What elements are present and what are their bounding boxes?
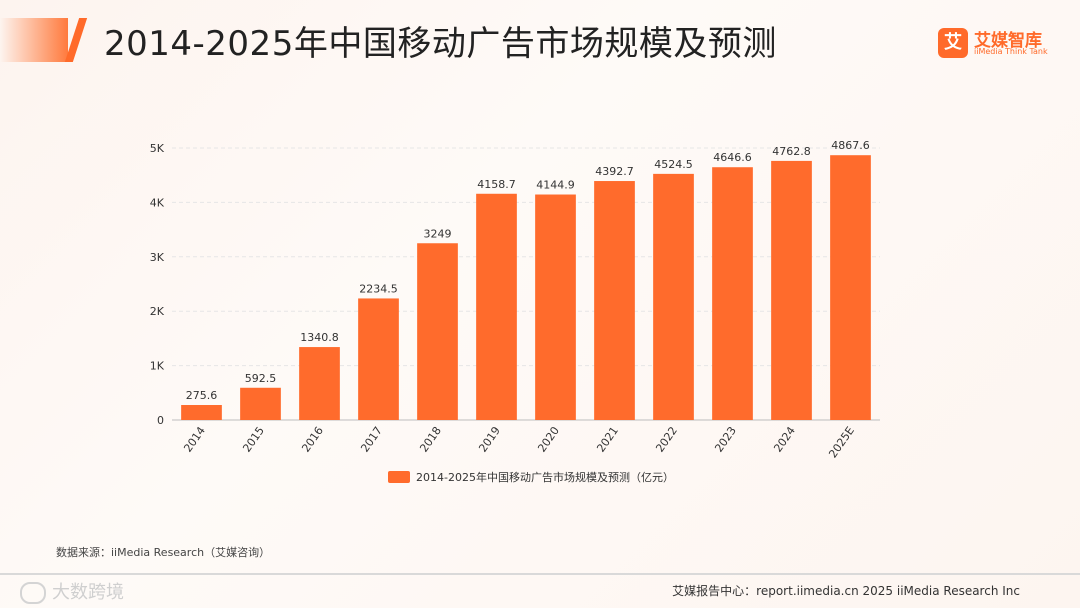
x-tick-label: 2024 bbox=[771, 424, 798, 454]
bar bbox=[299, 347, 340, 420]
logo-icon: 艾 bbox=[938, 28, 968, 58]
watermark-icon bbox=[20, 582, 46, 604]
footer-divider bbox=[0, 573, 1080, 575]
y-tick-label: 0 bbox=[157, 414, 164, 427]
data-label: 4646.6 bbox=[713, 151, 752, 164]
data-label: 1340.8 bbox=[300, 331, 339, 344]
x-tick-label: 2023 bbox=[712, 424, 739, 454]
bar bbox=[712, 167, 753, 420]
legend-label: 2014-2025年中国移动广告市场规模及预测（亿元） bbox=[416, 470, 674, 484]
bar bbox=[771, 160, 812, 420]
x-tick-label: 2018 bbox=[417, 424, 444, 454]
watermark: 大数跨境 bbox=[20, 578, 124, 604]
data-label: 4867.6 bbox=[831, 139, 870, 152]
data-label: 2234.5 bbox=[359, 282, 398, 295]
bar bbox=[417, 243, 458, 420]
page-title: 2014-2025年中国移动广告市场规模及预测 bbox=[104, 24, 777, 64]
legend-swatch bbox=[388, 471, 410, 483]
bar bbox=[594, 181, 635, 420]
bar bbox=[653, 173, 694, 420]
watermark-text: 大数跨境 bbox=[52, 582, 124, 603]
bar bbox=[535, 194, 576, 420]
title-accent bbox=[0, 18, 100, 62]
bar bbox=[240, 387, 281, 420]
data-label: 4158.7 bbox=[477, 178, 516, 191]
x-tick-label: 2016 bbox=[299, 424, 326, 454]
brand-logo: 艾 艾媒智库 iiMedia Think Tank bbox=[938, 26, 1066, 62]
x-tick-label: 2025E bbox=[826, 424, 857, 460]
y-tick-label: 2K bbox=[150, 305, 165, 318]
data-label: 4144.9 bbox=[536, 179, 575, 192]
logo-name: 艾媒智库 bbox=[974, 31, 1042, 51]
footer-text: 艾媒报告中心：report.iimedia.cn 2025 iiMedia Re… bbox=[672, 584, 1020, 598]
data-label: 3249 bbox=[424, 227, 452, 240]
x-tick-label: 2020 bbox=[535, 424, 562, 454]
data-source: 数据来源：iiMedia Research（艾媒咨询） bbox=[56, 546, 271, 559]
x-tick-label: 2017 bbox=[358, 424, 385, 454]
x-tick-label: 2019 bbox=[476, 424, 503, 454]
data-label: 592.5 bbox=[245, 372, 277, 385]
y-tick-label: 4K bbox=[150, 196, 165, 209]
x-tick-label: 2015 bbox=[240, 424, 267, 454]
bar bbox=[830, 155, 871, 420]
bar bbox=[358, 298, 399, 420]
x-tick-label: 2021 bbox=[594, 424, 621, 454]
x-tick-label: 2022 bbox=[653, 424, 680, 454]
data-label: 275.6 bbox=[186, 389, 218, 402]
y-tick-label: 3K bbox=[150, 251, 165, 264]
bar bbox=[181, 405, 222, 420]
y-tick-label: 5K bbox=[150, 142, 165, 155]
data-label: 4524.5 bbox=[654, 158, 693, 171]
logo-subtitle: iiMedia Think Tank bbox=[974, 47, 1048, 56]
bar bbox=[476, 193, 517, 420]
data-label: 4392.7 bbox=[595, 165, 634, 178]
y-tick-label: 1K bbox=[150, 360, 165, 373]
x-tick-label: 2014 bbox=[181, 424, 208, 454]
data-label: 4762.8 bbox=[772, 145, 811, 158]
